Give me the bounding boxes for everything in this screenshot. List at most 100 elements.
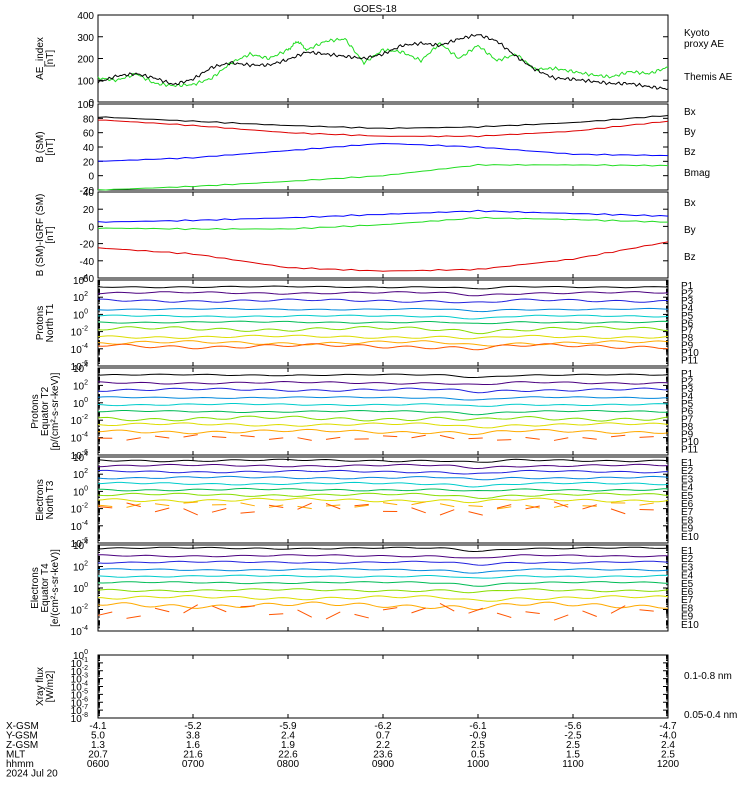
series-line bbox=[439, 603, 455, 612]
y-tick-label: 40 bbox=[83, 143, 95, 154]
series-line bbox=[183, 604, 198, 614]
y-axis-label: Electrons bbox=[35, 479, 46, 521]
y-axis-label: [e/(cm²-s-sr-keV)] bbox=[50, 549, 61, 627]
series-line bbox=[325, 503, 341, 510]
legend-entry: E1 bbox=[681, 458, 694, 469]
legend-entry: E10 bbox=[681, 532, 699, 543]
x-axis-value: 21.6 bbox=[183, 750, 203, 761]
series-line bbox=[98, 142, 669, 162]
series-line bbox=[325, 611, 341, 620]
series-line bbox=[97, 241, 669, 272]
y-tick-label: 10-2 bbox=[71, 503, 88, 516]
series-line bbox=[582, 505, 597, 507]
legend-entry: P2 bbox=[681, 377, 694, 388]
series-line bbox=[411, 434, 426, 439]
legend-entry: P10 bbox=[681, 437, 699, 448]
legend-entry: P8 bbox=[681, 422, 694, 433]
x-axis-value: -5.9 bbox=[279, 721, 297, 732]
series-line bbox=[525, 505, 540, 510]
series-line bbox=[525, 436, 540, 440]
series-line bbox=[97, 574, 669, 579]
x-axis-row-label: Y-GSM bbox=[6, 731, 38, 742]
x-axis-value: 1.5 bbox=[566, 750, 580, 761]
series-line bbox=[468, 437, 483, 440]
series-line bbox=[240, 502, 255, 507]
series-line bbox=[525, 504, 540, 509]
series-line bbox=[97, 568, 669, 574]
series-line bbox=[354, 613, 369, 619]
series-line bbox=[97, 314, 669, 320]
x-axis-value: 0800 bbox=[277, 759, 300, 770]
series-line bbox=[211, 435, 227, 439]
series-line bbox=[382, 502, 398, 506]
legend-entry: P10 bbox=[681, 348, 699, 359]
series-line bbox=[97, 504, 113, 508]
series-line bbox=[97, 481, 669, 488]
y-tick-label: 80 bbox=[83, 114, 95, 125]
y-tick-label: 10-2 bbox=[71, 326, 88, 339]
series-line bbox=[468, 511, 483, 516]
x-axis-value: 0.5 bbox=[471, 750, 485, 761]
x-axis-value: -2.5 bbox=[564, 731, 582, 742]
legend-entry: P3 bbox=[681, 384, 694, 395]
series-line bbox=[496, 506, 512, 510]
series-line bbox=[97, 588, 669, 594]
y-tick-label: -40 bbox=[80, 257, 95, 268]
series-line bbox=[97, 387, 669, 394]
y-tick-label: 104 bbox=[73, 274, 88, 287]
series-line bbox=[439, 503, 455, 508]
series-line bbox=[240, 605, 255, 608]
series-line bbox=[97, 291, 669, 297]
y-axis-label: Equator T2 bbox=[40, 386, 51, 436]
series-line bbox=[97, 458, 669, 463]
x-axis-value: 5.0 bbox=[91, 731, 105, 742]
x-axis-value: 1.6 bbox=[186, 740, 200, 751]
series-line bbox=[610, 434, 626, 438]
series-line bbox=[297, 437, 312, 441]
legend-entry: P6 bbox=[681, 407, 694, 418]
legend-entry: P4 bbox=[681, 303, 694, 314]
y-tick-label: 100 bbox=[77, 76, 94, 87]
series-line bbox=[553, 501, 569, 508]
series-line bbox=[97, 373, 669, 378]
y-axis-label: [nT] bbox=[45, 138, 56, 155]
legend-entry: E6 bbox=[681, 499, 694, 510]
x-axis-value: 0.7 bbox=[376, 731, 390, 742]
series-line bbox=[126, 437, 141, 441]
series-line bbox=[97, 343, 668, 351]
series-line bbox=[610, 605, 626, 614]
series-line bbox=[439, 434, 455, 440]
legend-entry: By bbox=[684, 225, 696, 236]
series-line bbox=[610, 508, 626, 515]
y-tick-label: -60 bbox=[80, 274, 95, 285]
y-tick-label: 40 bbox=[83, 188, 95, 199]
series-line bbox=[411, 501, 426, 506]
y-tick-label: 102 bbox=[73, 291, 88, 304]
series-line bbox=[553, 614, 569, 621]
series-line bbox=[97, 497, 669, 504]
legend-entry: P1 bbox=[681, 369, 694, 380]
panel-frame bbox=[97, 103, 669, 191]
legend-entry: P7 bbox=[681, 414, 694, 425]
legend-entry: P5 bbox=[681, 311, 694, 322]
y-tick-label: 10-4 bbox=[71, 520, 88, 533]
x-axis-value: 0900 bbox=[372, 759, 395, 770]
x-axis-value: -6.2 bbox=[374, 721, 392, 732]
series-line bbox=[97, 415, 669, 422]
x-axis-row-label: MLT bbox=[6, 750, 25, 761]
series-line bbox=[354, 504, 369, 508]
x-axis-value: 1100 bbox=[562, 759, 584, 770]
y-axis-label: AE_index bbox=[35, 37, 46, 80]
x-axis-value: 1200 bbox=[657, 759, 680, 770]
y-axis-label: [nT] bbox=[45, 226, 56, 243]
series-line bbox=[154, 607, 170, 613]
legend-entry: E3 bbox=[681, 474, 694, 485]
legend-entry: E9 bbox=[681, 612, 694, 623]
series-line bbox=[98, 554, 668, 559]
x-axis-value: 0700 bbox=[182, 759, 205, 770]
series-line bbox=[525, 611, 540, 615]
chart-title: GOES-18 bbox=[353, 4, 397, 15]
x-axis-value: -4.7 bbox=[659, 721, 677, 732]
series-line bbox=[553, 503, 569, 508]
